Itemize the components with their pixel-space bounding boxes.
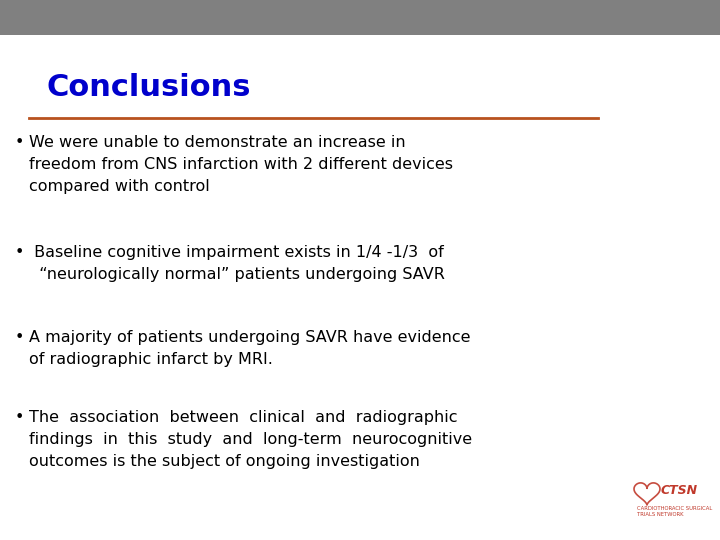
Text: findings  in  this  study  and  long-term  neurocognitive: findings in this study and long-term neu…: [29, 432, 472, 447]
Text: of radiographic infarct by MRI.: of radiographic infarct by MRI.: [29, 352, 273, 367]
Bar: [0, 0, 720, 35]
Text: The  association  between  clinical  and  radiographic: The association between clinical and rad…: [29, 410, 457, 425]
Text: CTSN: CTSN: [661, 483, 698, 496]
Text: •: •: [14, 410, 24, 425]
Text: •: •: [14, 330, 24, 345]
Text: “neurologically normal” patients undergoing SAVR: “neurologically normal” patients undergo…: [29, 267, 445, 282]
Text: A majority of patients undergoing SAVR have evidence: A majority of patients undergoing SAVR h…: [29, 330, 470, 345]
Text: Baseline cognitive impairment exists in 1/4 -1/3  of: Baseline cognitive impairment exists in …: [29, 245, 444, 260]
Text: We were unable to demonstrate an increase in: We were unable to demonstrate an increas…: [29, 135, 405, 150]
Text: compared with control: compared with control: [29, 179, 210, 194]
Text: freedom from CNS infarction with 2 different devices: freedom from CNS infarction with 2 diffe…: [29, 157, 453, 172]
Text: •: •: [14, 245, 24, 260]
Text: •: •: [14, 135, 24, 150]
Text: CARDIOTHORACIC SURGICAL
TRIALS NETWORK: CARDIOTHORACIC SURGICAL TRIALS NETWORK: [637, 506, 712, 517]
Text: outcomes is the subject of ongoing investigation: outcomes is the subject of ongoing inves…: [29, 454, 420, 469]
Text: Conclusions: Conclusions: [47, 73, 251, 103]
